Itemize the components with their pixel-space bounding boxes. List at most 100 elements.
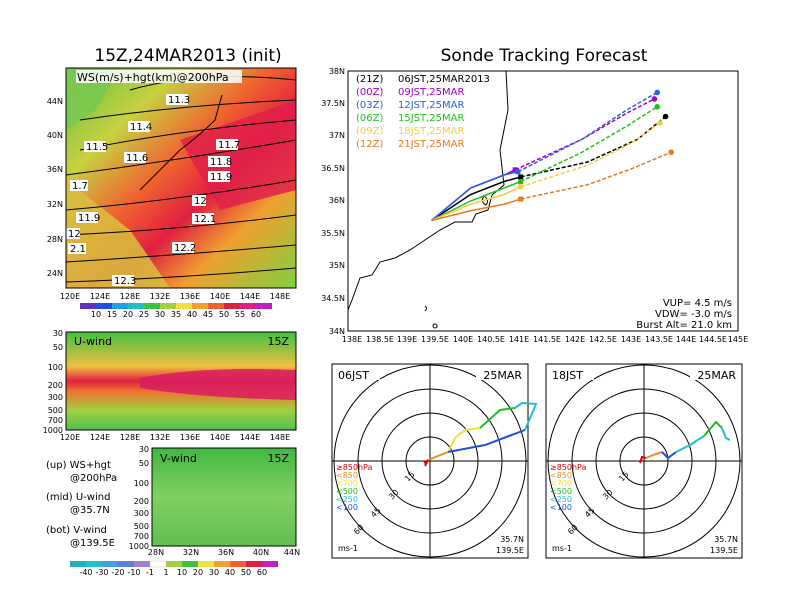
svg-text:34.5N: 34.5N [321, 294, 345, 303]
svg-text:44N: 44N [284, 548, 300, 557]
svg-text:38N: 38N [329, 67, 345, 76]
svg-text:50: 50 [241, 568, 251, 577]
hodo-right-legend: ≥850hPa <850 <700 <500 <250 <100 [550, 463, 587, 512]
track-ascent-2 [431, 171, 519, 222]
svg-text:-1: -1 [146, 568, 154, 577]
legend-code-2: (03Z) [356, 100, 383, 111]
svg-text:1000: 1000 [43, 426, 63, 435]
svg-text:12.1: 12.1 [194, 214, 216, 225]
ws-colorbar-labels: 10 15 20 25 30 35 40 45 50 55 60 [91, 310, 261, 319]
svg-text:20: 20 [123, 310, 133, 319]
hodo-right-trace-100 [661, 451, 677, 460]
ws-lat-ticks: 44N 40N 36N 32N 28N 24N [47, 97, 63, 278]
svg-text:<850: <850 [336, 471, 358, 480]
svg-text:143E: 143E [621, 335, 641, 344]
svg-text:144.5E: 144.5E [699, 335, 727, 344]
svg-text:200: 200 [48, 381, 63, 390]
hodo-left-legend: ≥850hPa <850 <700 <500 <250 <100 [336, 463, 373, 512]
island-1 [424, 305, 427, 312]
svg-text:500: 500 [134, 522, 149, 531]
hodo-right-loc2: 139.5E [710, 546, 738, 555]
svg-text:-10: -10 [127, 568, 140, 577]
svg-text:100: 100 [134, 479, 149, 488]
svg-text:148E: 148E [270, 433, 290, 442]
param-vup: VUP= 4.5 m/s [663, 298, 732, 309]
note-bot-b: @139.5E [70, 538, 115, 549]
svg-text:<250: <250 [336, 495, 358, 504]
burst-point-1 [512, 167, 518, 173]
left-title: 15Z,24MAR2013 (init) [94, 46, 281, 66]
svg-text:<100: <100 [550, 503, 572, 512]
legend-code-5: (12Z) [356, 139, 383, 150]
lake [481, 195, 489, 206]
vwind-lat-ticks: 28N 32N 36N 40N 44N [148, 548, 300, 557]
svg-text:45: 45 [203, 310, 213, 319]
right-title: Sonde Tracking Forecast [441, 46, 648, 66]
contour-labels: 11.3 11.4 11.5 11.6 11.7 11.8 11.9 1.7 1… [66, 94, 240, 287]
vwind-time: 15Z [267, 452, 289, 465]
svg-text:30: 30 [155, 310, 165, 319]
svg-text:60: 60 [257, 568, 267, 577]
svg-text:11.3: 11.3 [168, 95, 190, 106]
svg-text:1.7: 1.7 [72, 181, 88, 192]
svg-text:40: 40 [225, 568, 235, 577]
svg-text:<500: <500 [336, 487, 358, 496]
panel-notes: (up) WS+hgt @200hPa (mid) U-wind @35.7N … [46, 460, 117, 549]
svg-text:140E: 140E [210, 433, 230, 442]
svg-text:300: 300 [134, 509, 149, 518]
burst-point-2 [515, 169, 521, 175]
svg-text:30: 30 [209, 568, 219, 577]
tracks [431, 89, 674, 222]
svg-text:36N: 36N [329, 196, 345, 205]
hodo-right-trace-850 [645, 451, 663, 459]
coastline [347, 70, 509, 311]
svg-text:30: 30 [139, 445, 149, 454]
svg-text:30: 30 [53, 329, 63, 338]
svg-text:128E: 128E [120, 433, 140, 442]
svg-text:40N: 40N [47, 131, 63, 140]
svg-text:32N: 32N [47, 200, 63, 209]
svg-text:12: 12 [194, 196, 207, 207]
hodo-right-time: 18JST [552, 369, 583, 382]
burst-point-0 [518, 174, 524, 180]
legend-label-1: 09JST,25MAR [398, 87, 465, 98]
svg-text:138E: 138E [342, 335, 362, 344]
svg-text:36N: 36N [218, 548, 234, 557]
svg-text:11.9: 11.9 [78, 213, 100, 224]
svg-text:32N: 32N [183, 548, 199, 557]
svg-text:11.6: 11.6 [126, 153, 148, 164]
svg-text:139E: 139E [397, 335, 417, 344]
svg-text:60: 60 [251, 310, 261, 319]
svg-text:<700: <700 [550, 479, 572, 488]
hodo-left-trace-100 [447, 429, 526, 453]
ws-frame [65, 67, 297, 289]
svg-text:140.5E: 140.5E [477, 335, 505, 344]
svg-text:-30: -30 [95, 568, 108, 577]
svg-text:50: 50 [53, 343, 63, 352]
legend-label-0: 06JST,25MAR2013 [398, 74, 490, 85]
vwind-p-ticks: 30 50 100 200 300 500 700 1000 [129, 445, 149, 551]
svg-text:11.4: 11.4 [130, 122, 152, 133]
island-2 [432, 323, 438, 329]
svg-text:-20: -20 [111, 568, 124, 577]
note-mid-a: (mid) U-wind [46, 492, 110, 503]
hodo-right-loc1: 35.7N [714, 535, 738, 544]
legend-label-2: 12JST,25MAR [398, 100, 465, 111]
svg-text:28N: 28N [47, 235, 63, 244]
svg-text:55: 55 [235, 310, 245, 319]
svg-text:124E: 124E [90, 433, 110, 442]
hodo-left-time: 06JST [338, 369, 369, 382]
svg-text:144E: 144E [676, 335, 696, 344]
svg-text:<500: <500 [550, 487, 572, 496]
svg-text:≥850hPa: ≥850hPa [336, 463, 373, 472]
hodo-right-trace-low [639, 455, 647, 464]
svg-text:142.5E: 142.5E [589, 335, 617, 344]
svg-text:10: 10 [91, 310, 101, 319]
track-ascent-5 [431, 198, 521, 222]
svg-text:144E: 144E [240, 292, 260, 301]
legend-code-3: (06Z) [356, 113, 383, 124]
svg-text:36.5N: 36.5N [321, 164, 345, 173]
track-descent-5 [520, 151, 672, 200]
track-map: 38N 37.5N 37N 36.5N 36N 35.5N 35N 34.5N … [321, 67, 748, 344]
